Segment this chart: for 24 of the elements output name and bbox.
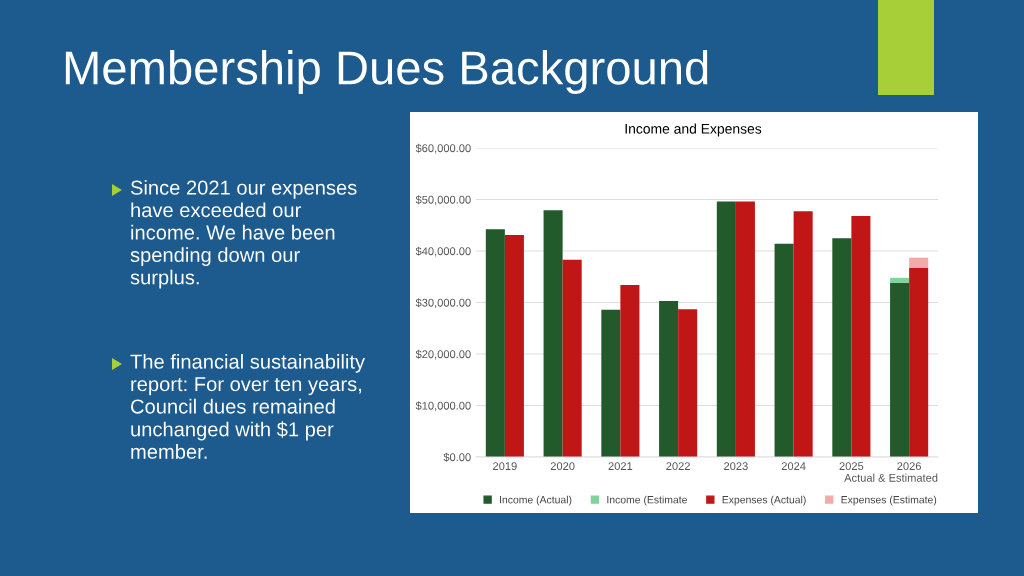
- x-tick-label: 2020: [550, 462, 575, 471]
- x-tick-label: 2024: [781, 462, 806, 471]
- x-tick-label: 2023: [724, 462, 748, 471]
- y-tick-label: $20,000.00: [415, 349, 471, 360]
- legend-label: Income (Estimate: [607, 495, 687, 506]
- legend-label: Expenses (Estimate): [841, 495, 937, 506]
- x-tick-label: 2019: [493, 462, 517, 471]
- x-tick-label: 2026: [897, 462, 921, 471]
- x-axis-title: Actual & Estimated: [844, 473, 938, 482]
- y-tick-label: $50,000.00: [415, 195, 471, 205]
- y-tick-label: $40,000.00: [415, 246, 471, 257]
- y-tick-label: $60,000.00: [415, 143, 471, 154]
- chart-title: Membership Dues Background: [65, 49, 708, 95]
- text: Since 2021 our expenses have exceeded our income. We have been spending down our surplus.: [130, 180, 357, 289]
- y-tick-label: $30,000.00: [415, 298, 471, 308]
- x-tick-label: 2021: [608, 462, 633, 471]
- legend-label: Income (Actual): [500, 495, 572, 506]
- y-tick-label: $0.00: [443, 452, 471, 462]
- x-tick-label: 2022: [666, 462, 690, 471]
- legend-label: Expenses (Actual): [722, 495, 806, 506]
- y-tick-label: $10,000.00: [415, 401, 471, 411]
- chart-subtitle: Income and Expenses: [625, 123, 762, 137]
- x-tick-label: 2025: [839, 462, 864, 471]
- text: The financial sustainability report: For over ten years, Council dues remained unchanged with $1 per member.: [130, 354, 366, 459]
